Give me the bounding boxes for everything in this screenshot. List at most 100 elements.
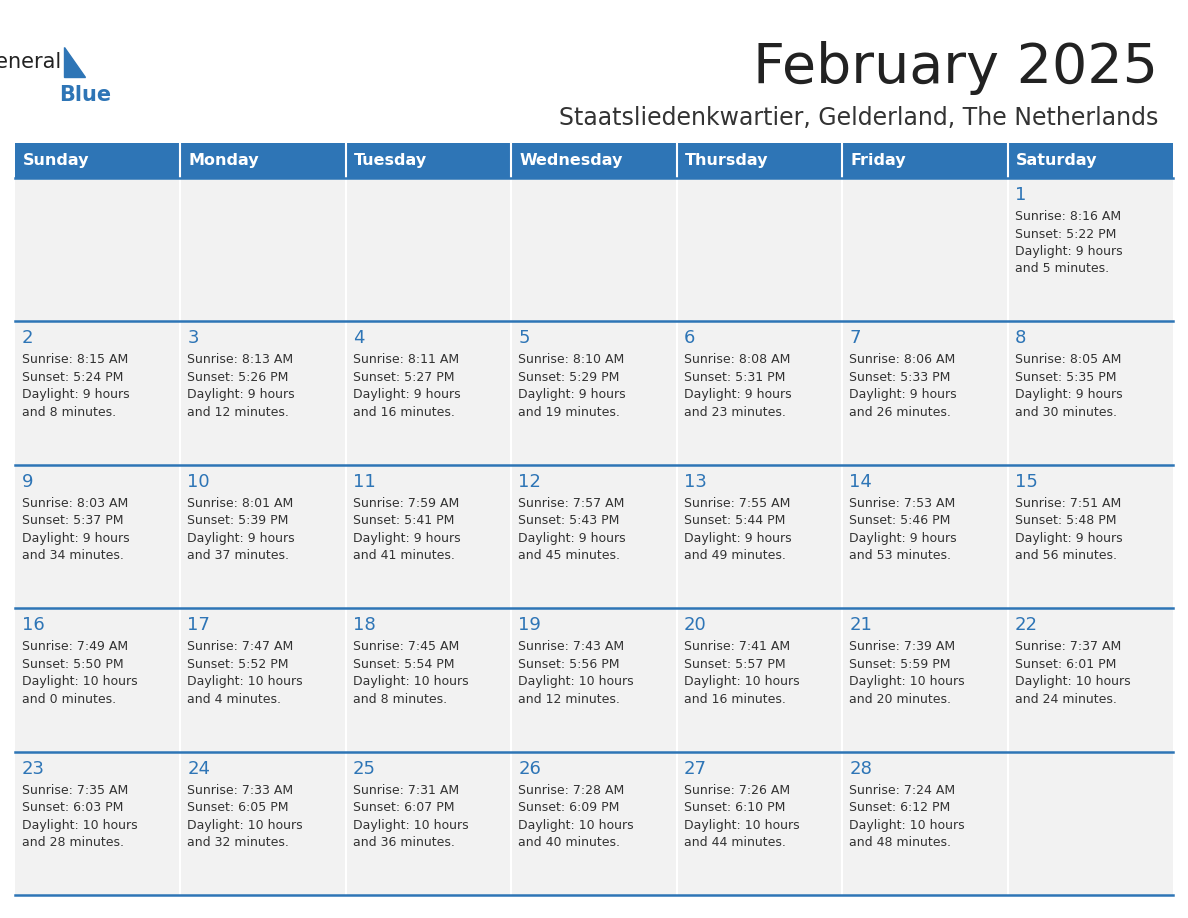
Text: Monday: Monday	[189, 153, 259, 168]
Text: Daylight: 10 hours: Daylight: 10 hours	[188, 676, 303, 688]
Bar	[15, 609, 181, 752]
Bar	[677, 321, 842, 465]
Bar	[1007, 178, 1173, 321]
Text: and 12 minutes.: and 12 minutes.	[188, 406, 290, 419]
Text: Sunset: 5:48 PM: Sunset: 5:48 PM	[1015, 514, 1116, 527]
Text: 7: 7	[849, 330, 860, 347]
Text: Daylight: 9 hours: Daylight: 9 hours	[1015, 388, 1123, 401]
Text: Sunrise: 7:39 AM: Sunrise: 7:39 AM	[849, 640, 955, 654]
Text: 26: 26	[518, 759, 542, 778]
Text: Sunrise: 7:26 AM: Sunrise: 7:26 AM	[684, 784, 790, 797]
Text: Sunset: 5:27 PM: Sunset: 5:27 PM	[353, 371, 454, 384]
Bar	[842, 321, 1007, 465]
Bar	[511, 609, 677, 752]
Text: Daylight: 10 hours: Daylight: 10 hours	[23, 819, 138, 832]
Text: Daylight: 10 hours: Daylight: 10 hours	[188, 819, 303, 832]
Text: Sunset: 5:35 PM: Sunset: 5:35 PM	[1015, 371, 1116, 384]
Text: 3: 3	[188, 330, 198, 347]
Bar	[1007, 143, 1173, 178]
Text: 28: 28	[849, 759, 872, 778]
Text: 6: 6	[684, 330, 695, 347]
Text: Sunrise: 7:35 AM: Sunrise: 7:35 AM	[23, 784, 128, 797]
Bar	[181, 321, 346, 465]
Text: Daylight: 10 hours: Daylight: 10 hours	[518, 676, 634, 688]
Text: Friday: Friday	[851, 153, 905, 168]
Text: Sunset: 5:56 PM: Sunset: 5:56 PM	[518, 657, 620, 671]
Text: Sunrise: 7:55 AM: Sunrise: 7:55 AM	[684, 497, 790, 509]
Text: Sunset: 5:39 PM: Sunset: 5:39 PM	[188, 514, 289, 527]
Text: Sunrise: 7:41 AM: Sunrise: 7:41 AM	[684, 640, 790, 654]
Bar	[511, 143, 677, 178]
Text: 8: 8	[1015, 330, 1026, 347]
Bar	[511, 321, 677, 465]
Text: 14: 14	[849, 473, 872, 491]
Bar	[346, 143, 511, 178]
Text: and 32 minutes.: and 32 minutes.	[188, 836, 290, 849]
Text: Sunset: 5:29 PM: Sunset: 5:29 PM	[518, 371, 620, 384]
Text: Sunset: 6:03 PM: Sunset: 6:03 PM	[23, 801, 124, 814]
Text: Daylight: 10 hours: Daylight: 10 hours	[23, 676, 138, 688]
Bar	[842, 178, 1007, 321]
Bar	[677, 143, 842, 178]
Text: 22: 22	[1015, 616, 1037, 634]
Text: Daylight: 10 hours: Daylight: 10 hours	[353, 819, 468, 832]
Text: and 4 minutes.: and 4 minutes.	[188, 693, 282, 706]
Text: Sunset: 5:59 PM: Sunset: 5:59 PM	[849, 657, 950, 671]
Bar	[15, 143, 181, 178]
Bar	[346, 752, 511, 895]
Text: 21: 21	[849, 616, 872, 634]
Bar	[181, 143, 346, 178]
Text: Sunrise: 7:51 AM: Sunrise: 7:51 AM	[1015, 497, 1120, 509]
Text: and 37 minutes.: and 37 minutes.	[188, 549, 290, 563]
Text: and 40 minutes.: and 40 minutes.	[518, 836, 620, 849]
Text: Tuesday: Tuesday	[354, 153, 426, 168]
Text: Daylight: 10 hours: Daylight: 10 hours	[849, 819, 965, 832]
Text: Sunset: 5:54 PM: Sunset: 5:54 PM	[353, 657, 454, 671]
Text: Sunset: 5:43 PM: Sunset: 5:43 PM	[518, 514, 620, 527]
Text: 24: 24	[188, 759, 210, 778]
Text: Sunset: 5:37 PM: Sunset: 5:37 PM	[23, 514, 124, 527]
Bar	[511, 465, 677, 609]
Text: Daylight: 10 hours: Daylight: 10 hours	[684, 819, 800, 832]
Text: Saturday: Saturday	[1016, 153, 1097, 168]
Bar	[1007, 465, 1173, 609]
Text: 5: 5	[518, 330, 530, 347]
Text: Daylight: 9 hours: Daylight: 9 hours	[1015, 245, 1123, 258]
Text: Sunset: 5:26 PM: Sunset: 5:26 PM	[188, 371, 289, 384]
Text: Sunrise: 8:03 AM: Sunrise: 8:03 AM	[23, 497, 128, 509]
Text: and 36 minutes.: and 36 minutes.	[353, 836, 455, 849]
Text: 2: 2	[23, 330, 33, 347]
Text: Daylight: 9 hours: Daylight: 9 hours	[518, 388, 626, 401]
Text: Sunset: 6:12 PM: Sunset: 6:12 PM	[849, 801, 950, 814]
Text: Daylight: 9 hours: Daylight: 9 hours	[353, 388, 461, 401]
Text: and 23 minutes.: and 23 minutes.	[684, 406, 785, 419]
Bar	[15, 752, 181, 895]
Text: Sunrise: 7:59 AM: Sunrise: 7:59 AM	[353, 497, 459, 509]
Text: Daylight: 9 hours: Daylight: 9 hours	[1015, 532, 1123, 544]
Text: and 0 minutes.: and 0 minutes.	[23, 693, 116, 706]
Bar	[677, 465, 842, 609]
Text: and 28 minutes.: and 28 minutes.	[23, 836, 124, 849]
Text: 25: 25	[353, 759, 375, 778]
Text: Thursday: Thursday	[684, 153, 769, 168]
Text: and 16 minutes.: and 16 minutes.	[353, 406, 455, 419]
Text: Sunrise: 8:08 AM: Sunrise: 8:08 AM	[684, 353, 790, 366]
Text: and 30 minutes.: and 30 minutes.	[1015, 406, 1117, 419]
Text: and 56 minutes.: and 56 minutes.	[1015, 549, 1117, 563]
Text: Sunset: 6:10 PM: Sunset: 6:10 PM	[684, 801, 785, 814]
Text: Blue: Blue	[59, 85, 110, 105]
Text: and 16 minutes.: and 16 minutes.	[684, 693, 785, 706]
Text: Sunset: 5:44 PM: Sunset: 5:44 PM	[684, 514, 785, 527]
Bar	[15, 465, 181, 609]
Text: and 26 minutes.: and 26 minutes.	[849, 406, 952, 419]
Bar	[346, 465, 511, 609]
Bar	[1007, 321, 1173, 465]
Bar	[181, 465, 346, 609]
Text: Daylight: 9 hours: Daylight: 9 hours	[23, 388, 129, 401]
Text: and 45 minutes.: and 45 minutes.	[518, 549, 620, 563]
Text: 4: 4	[353, 330, 365, 347]
Bar	[511, 752, 677, 895]
Text: 18: 18	[353, 616, 375, 634]
Text: and 53 minutes.: and 53 minutes.	[849, 549, 952, 563]
Text: Sunrise: 7:31 AM: Sunrise: 7:31 AM	[353, 784, 459, 797]
